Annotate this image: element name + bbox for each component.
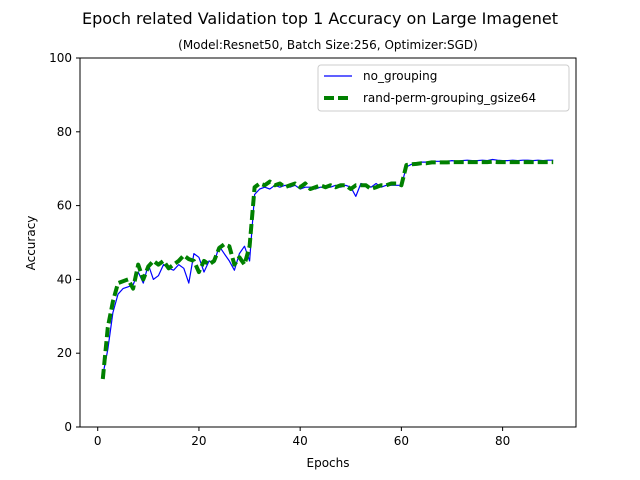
x-axis-label: Epochs — [307, 456, 350, 470]
x-tick-label: 0 — [94, 434, 102, 448]
y-axis-label: Accuracy — [24, 216, 38, 271]
x-tick-label: 60 — [394, 434, 409, 448]
y-axis: 0 20 40 60 80 100 — [49, 51, 80, 434]
legend-label-no-grouping: no_grouping — [363, 69, 437, 83]
x-tick-label: 20 — [191, 434, 206, 448]
y-tick-label: 0 — [64, 420, 72, 434]
y-tick-label: 100 — [49, 51, 72, 65]
chart-title: Epoch related Validation top 1 Accuracy … — [82, 9, 558, 28]
y-tick-label: 80 — [57, 125, 72, 139]
x-tick-label: 40 — [293, 434, 308, 448]
y-tick-label: 40 — [57, 272, 72, 286]
plot-frame — [79, 57, 577, 428]
y-tick-label: 60 — [57, 199, 72, 213]
x-tick-label: 80 — [495, 434, 510, 448]
series-line-rand-perm-grouping-gsize64 — [100, 159, 554, 380]
legend: no_grouping rand-perm-grouping_gsize64 — [317, 64, 570, 112]
x-axis: 0 20 40 60 80 — [94, 427, 510, 448]
legend-box — [317, 64, 570, 112]
chart-subtitle: (Model:Resnet50, Batch Size:256, Optimiz… — [178, 38, 478, 52]
legend-label-rand-perm-grouping: rand-perm-grouping_gsize64 — [363, 91, 536, 105]
plot-area — [100, 158, 554, 380]
y-tick-label: 20 — [57, 346, 72, 360]
